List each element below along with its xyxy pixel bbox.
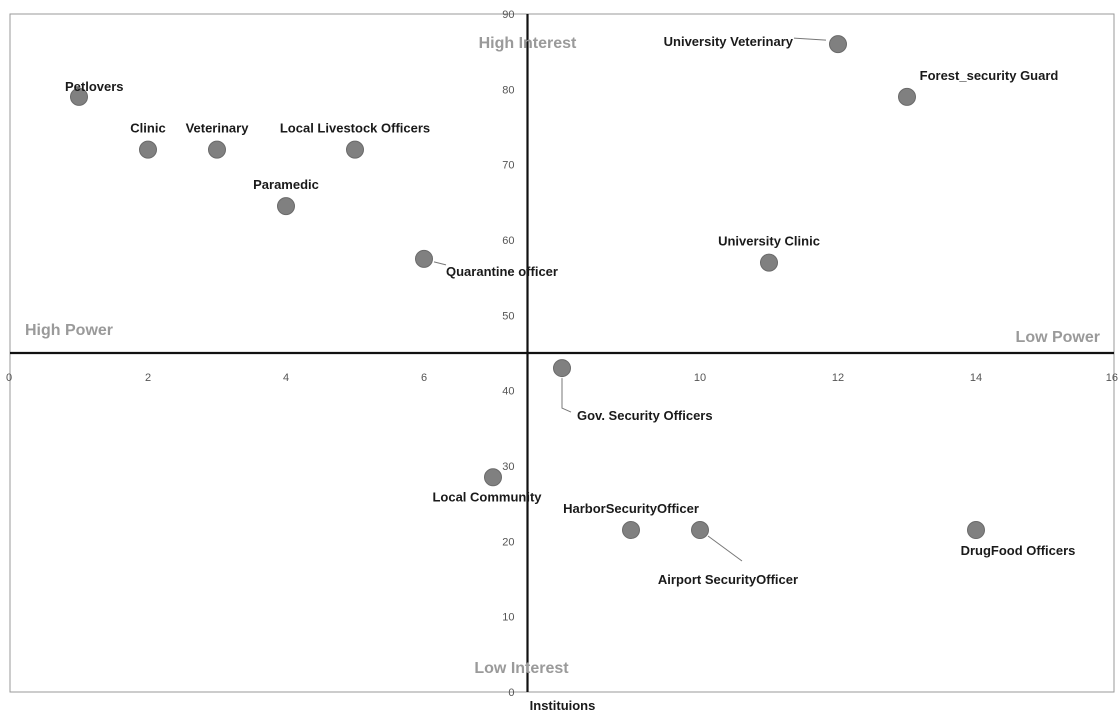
data-point-label: Airport SecurityOfficer bbox=[658, 572, 798, 587]
y-tick-label: 90 bbox=[502, 9, 514, 21]
y-tick-label: 50 bbox=[502, 310, 514, 322]
data-point bbox=[484, 468, 502, 487]
data-point-label: DrugFood Officers bbox=[961, 543, 1076, 558]
x-tick-label: 0 bbox=[6, 372, 12, 384]
data-point-label: Petlovers bbox=[65, 79, 124, 94]
quadrant-label-low-power: Low Power bbox=[1016, 329, 1100, 346]
x-tick-label: 16 bbox=[1106, 372, 1118, 384]
data-point bbox=[829, 35, 847, 54]
label-leader-line bbox=[793, 37, 827, 41]
x-tick-label: 6 bbox=[421, 372, 427, 384]
data-point-label: Local Community bbox=[432, 489, 542, 504]
y-tick-label: 20 bbox=[502, 536, 514, 548]
data-point bbox=[70, 87, 88, 106]
data-point-label: Gov. Security Officers bbox=[577, 408, 713, 423]
y-tick-label: 0 bbox=[508, 687, 514, 699]
data-point bbox=[553, 359, 571, 378]
label-leader-line bbox=[707, 535, 743, 562]
data-point bbox=[760, 253, 778, 272]
data-point-label: HarborSecurityOfficer bbox=[563, 501, 699, 516]
data-point-label: Forest_security Guard bbox=[920, 68, 1059, 83]
data-point bbox=[139, 140, 157, 159]
x-tick-label: 10 bbox=[694, 372, 706, 384]
y-tick-label: 10 bbox=[502, 612, 514, 624]
y-tick-label: 40 bbox=[502, 386, 514, 398]
data-point bbox=[346, 140, 364, 159]
data-point bbox=[415, 249, 433, 268]
data-point bbox=[967, 521, 985, 540]
data-point bbox=[277, 197, 295, 216]
x-tick-label: 4 bbox=[283, 372, 289, 384]
data-point-label: University Veterinary bbox=[664, 34, 794, 49]
x-tick-label: 12 bbox=[832, 372, 844, 384]
y-tick-label: 30 bbox=[502, 461, 514, 473]
data-point-label: Clinic bbox=[130, 121, 165, 136]
data-point-label: Paramedic bbox=[253, 177, 319, 192]
data-point-label: Veterinary bbox=[186, 121, 250, 136]
y-tick-label: 80 bbox=[502, 84, 514, 96]
y-tick-label: 60 bbox=[502, 235, 514, 247]
data-point bbox=[208, 140, 226, 159]
data-point-label: Quarantine officer bbox=[446, 264, 558, 279]
x-tick-label: 2 bbox=[145, 372, 151, 384]
quadrant-label-low-interest: Low Interest bbox=[474, 660, 569, 677]
label-leader-line bbox=[561, 378, 572, 413]
data-point-label: University Clinic bbox=[718, 234, 820, 249]
data-point bbox=[898, 87, 916, 106]
y-tick-label: 70 bbox=[502, 160, 514, 172]
data-point bbox=[691, 521, 709, 540]
label-leader-line bbox=[433, 261, 447, 266]
quadrant-label-high-power: High Power bbox=[25, 322, 113, 339]
data-point-label: Local Livestock Officers bbox=[280, 121, 430, 136]
data-point bbox=[622, 521, 640, 540]
x-tick-label: 14 bbox=[970, 372, 982, 384]
x-axis-title: Instituions bbox=[530, 698, 596, 713]
quadrant-label-high-interest: High Interest bbox=[479, 35, 577, 52]
